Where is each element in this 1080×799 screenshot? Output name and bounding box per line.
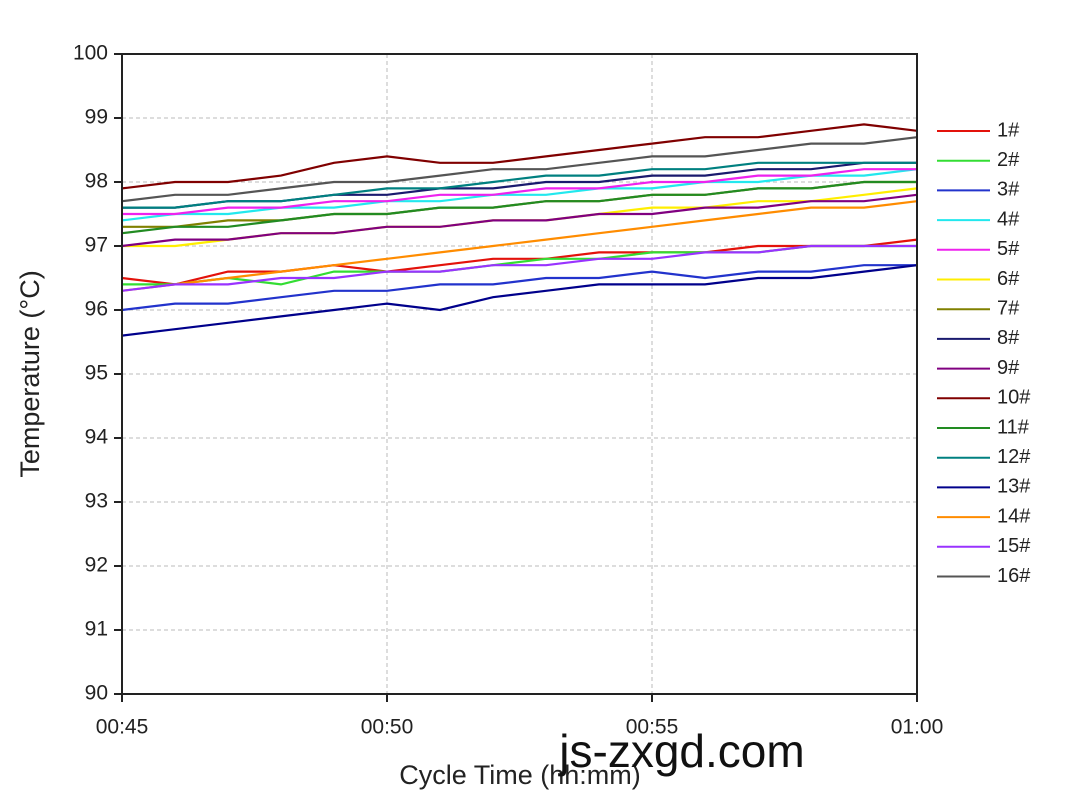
legend-label: 7#: [997, 297, 1020, 319]
y-tick-label: 98: [85, 170, 108, 193]
y-tick-label: 100: [73, 42, 108, 65]
x-axis-title: Cycle Time (hh:mm): [399, 760, 641, 790]
plot-lines: [121, 123, 918, 337]
y-tick-label: 90: [85, 682, 108, 705]
legend-label: 6#: [997, 268, 1020, 290]
legend-label: 9#: [997, 357, 1020, 379]
series-line: [121, 168, 918, 222]
y-tick-label: 97: [85, 234, 108, 257]
y-axis-title: Temperature (°C): [15, 270, 45, 477]
legend-label: 8#: [997, 327, 1020, 349]
legend-label: 4#: [997, 208, 1020, 230]
x-tick-label: 00:50: [361, 716, 414, 739]
x-tick-label: 00:55: [626, 716, 679, 739]
legend-label: 12#: [997, 446, 1031, 468]
legend-label: 11#: [997, 416, 1030, 438]
series-line: [121, 264, 918, 337]
y-tick-label: 99: [85, 106, 108, 129]
legend-label: 10#: [997, 387, 1031, 409]
x-tick-label: 01:00: [891, 716, 944, 739]
y-tick-label: 93: [85, 490, 108, 513]
x-tick-label: 00:45: [96, 716, 149, 739]
legend-label: 2#: [997, 149, 1020, 171]
legend-label: 15#: [997, 535, 1031, 557]
legend-label: 1#: [997, 119, 1020, 141]
series-line: [122, 168, 917, 216]
series-line: [121, 123, 918, 190]
series-line: [121, 180, 917, 235]
legend-label: 13#: [997, 476, 1031, 498]
series-line: [121, 238, 918, 286]
series-line: [121, 244, 917, 292]
series-line: [121, 200, 918, 292]
watermark: js-zxgd.com: [557, 725, 804, 777]
legend-label: 16#: [997, 565, 1031, 587]
series-line: [121, 264, 917, 312]
y-tick-label: 91: [85, 618, 108, 641]
y-tick-label: 92: [85, 554, 108, 577]
legend-label: 3#: [997, 179, 1020, 201]
y-tick-label: 96: [85, 298, 108, 321]
legend-label: 5#: [997, 238, 1020, 260]
series-line: [121, 193, 918, 248]
grid: [121, 53, 918, 695]
legend-label: 14#: [997, 505, 1031, 527]
y-tick-label: 95: [85, 362, 108, 385]
series-line: [121, 136, 918, 203]
series-line: [122, 161, 917, 209]
y-tick-label: 94: [85, 426, 109, 449]
